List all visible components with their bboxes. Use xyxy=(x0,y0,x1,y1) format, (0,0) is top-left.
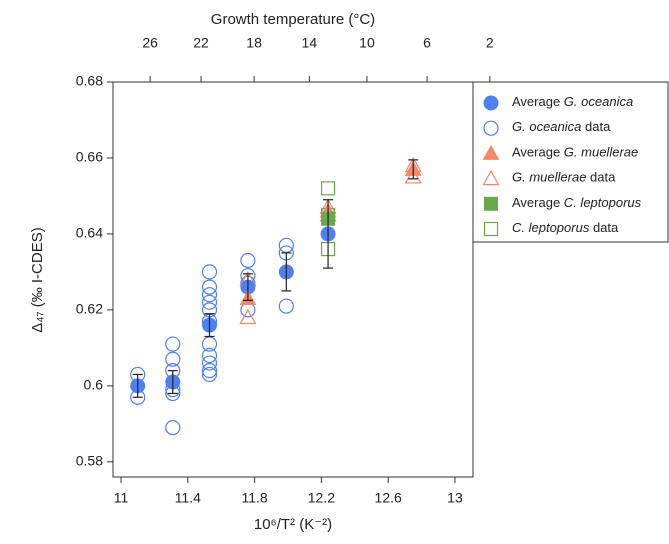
plot-frame xyxy=(112,81,474,478)
error-bar xyxy=(242,273,253,301)
x-tick-label: 11 xyxy=(114,490,129,506)
error-bar xyxy=(281,252,292,292)
x-axis-title: 10⁶/T² (K⁻²) xyxy=(254,516,332,533)
legend-label: C. leptoporus data xyxy=(512,220,619,235)
point xyxy=(201,363,218,379)
y-tick-label: 0.6 xyxy=(84,377,104,393)
x2-tick-label: 6 xyxy=(423,35,431,51)
point xyxy=(201,347,218,364)
point xyxy=(165,351,181,367)
point xyxy=(320,181,336,196)
error-bar xyxy=(204,313,215,338)
y-tick-label: 0.68 xyxy=(76,73,103,89)
point xyxy=(201,355,218,371)
legend-marker xyxy=(482,144,500,160)
y-axis-title: Δ₄₇ (‰ I-CDES) xyxy=(29,227,46,332)
y-tick-label: 0.62 xyxy=(76,301,103,317)
y-tick-label: 0.64 xyxy=(76,225,103,241)
legend-label: G. oceanica data xyxy=(512,120,611,135)
legend-marker xyxy=(483,221,499,237)
legend-label: Average C. leptoporus xyxy=(512,195,642,210)
point xyxy=(201,294,218,310)
point xyxy=(201,366,218,383)
point xyxy=(201,264,218,280)
point xyxy=(278,298,294,314)
x2-tick-label: 26 xyxy=(142,35,158,51)
point xyxy=(201,287,218,303)
point xyxy=(239,308,257,325)
point xyxy=(240,252,256,269)
legend-frame xyxy=(472,81,669,243)
error-bar xyxy=(167,370,178,395)
legend-marker xyxy=(483,95,499,111)
x2-tick-label: 18 xyxy=(246,35,262,51)
point xyxy=(404,168,422,184)
x-tick-label: 13 xyxy=(447,490,463,506)
error-bar xyxy=(132,373,143,398)
error-bar xyxy=(408,159,419,180)
legend-marker xyxy=(484,196,498,211)
x2-tick-label: 22 xyxy=(193,35,209,51)
legend-marker xyxy=(483,120,499,136)
point xyxy=(165,420,181,436)
y-tick-label: 0.66 xyxy=(76,149,103,165)
x-tick-label: 12.6 xyxy=(375,490,402,506)
x-tick-label: 11.8 xyxy=(241,490,267,506)
point xyxy=(201,279,218,295)
x2-tick-label: 2 xyxy=(486,35,494,51)
x2-tick-label: 14 xyxy=(302,35,318,51)
error-bar xyxy=(323,199,334,269)
x-tick-label: 11.4 xyxy=(175,490,201,506)
legend-marker xyxy=(482,169,500,186)
x2-tick-label: 10 xyxy=(359,35,375,51)
legend-label: Average G. muellerae xyxy=(512,145,638,160)
legend-label: G. muellerae data xyxy=(512,170,616,185)
legend-label: Average G. oceanica xyxy=(512,94,633,109)
top-axis-title: Growth temperature (°C) xyxy=(211,11,375,28)
x-tick-label: 12.2 xyxy=(308,490,335,506)
y-tick-label: 0.58 xyxy=(76,453,103,469)
point xyxy=(165,336,181,352)
